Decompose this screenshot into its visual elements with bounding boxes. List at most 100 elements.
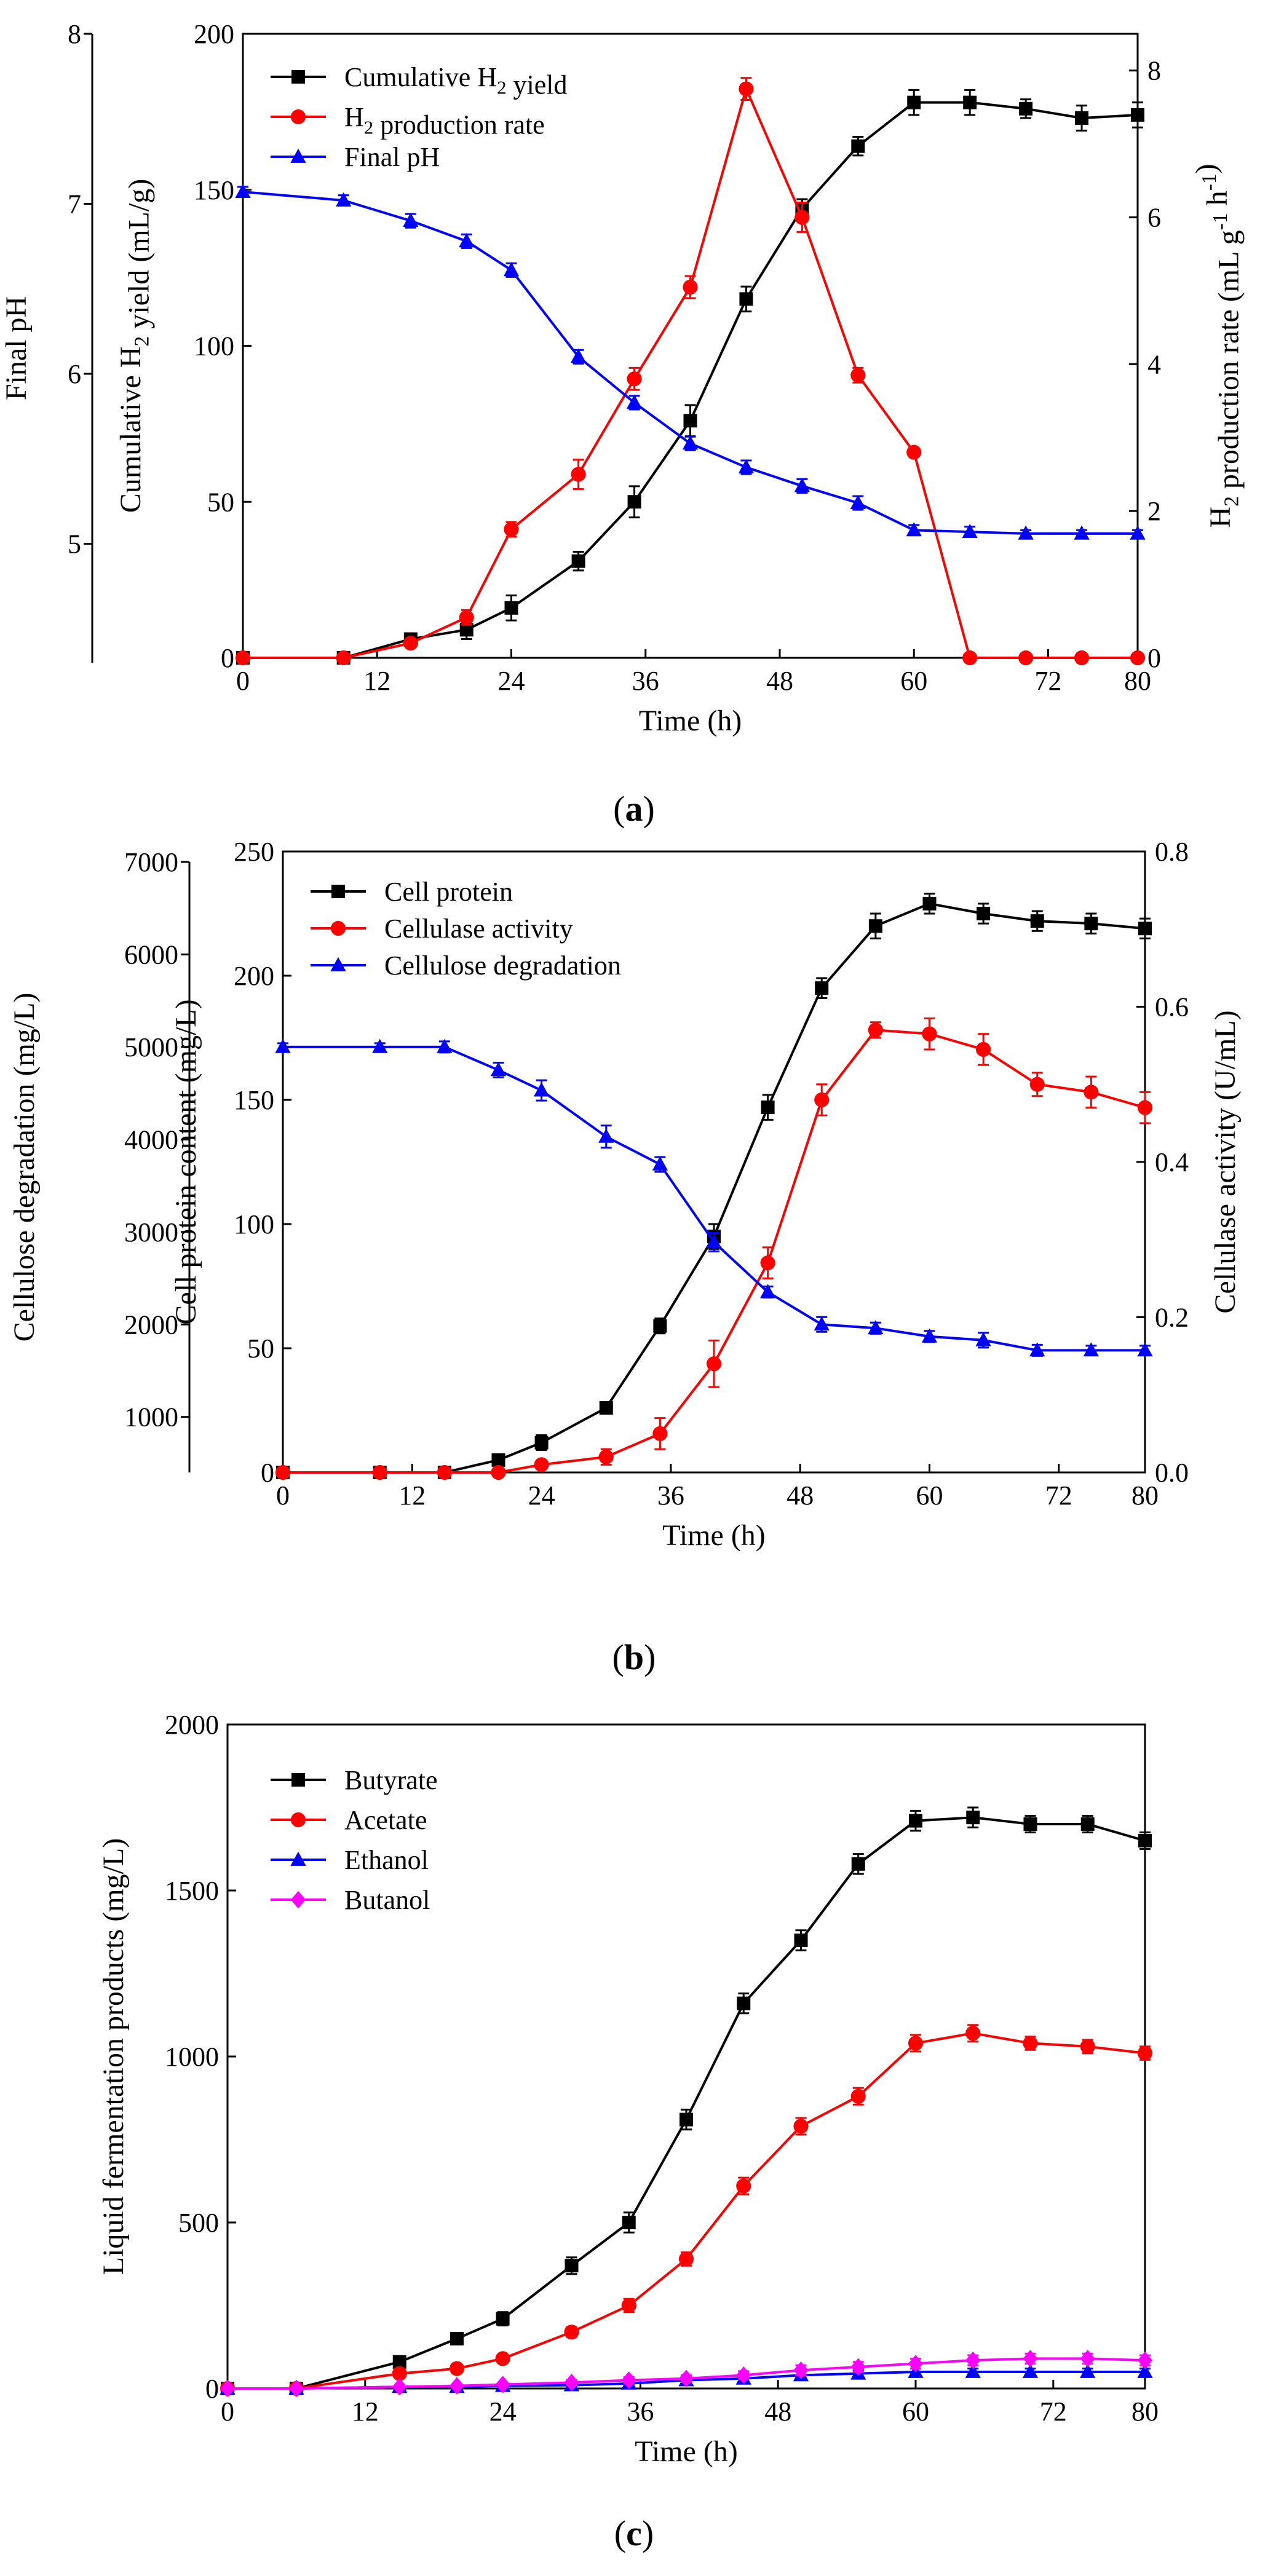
series-acetate [220,2024,1153,2396]
data-point [1029,1077,1045,1092]
outer-tick-label: 7 [68,189,81,219]
left-axis-label: Cumulative H2 yield (mL/g) [114,179,155,513]
panel-label: (b) [612,1637,656,1677]
legend-label: Cell protein [384,877,513,907]
x-tick-label: 60 [902,2396,929,2427]
data-point [627,495,641,509]
data-point [678,2369,694,2388]
x-tick-label: 12 [398,1480,426,1511]
data-point [275,1464,291,1480]
data-point [851,1857,865,1871]
data-point [962,650,978,666]
data-point [570,349,587,363]
x-tick-label: 24 [489,2396,517,2427]
data-point [906,522,922,537]
data-point [683,414,697,428]
data-point [1022,2363,1039,2378]
data-point [908,2036,924,2051]
x-tick-label: 24 [498,666,525,696]
panel-label: (c) [614,2513,654,2553]
outer-tick-label: 6 [68,359,81,389]
legend-marker [291,70,305,84]
outer-tick-label: 8 [68,19,81,49]
left-tick-label: 0 [221,643,234,673]
data-point [235,183,251,199]
data-point [850,494,866,510]
data-point [504,521,519,537]
left-tick-label: 50 [247,1333,274,1364]
x-axis-label: Time (h) [639,705,742,737]
data-point [1138,922,1152,936]
data-point [909,1814,922,1828]
data-point [627,371,642,387]
left-tick-label: 200 [234,961,274,991]
series-h2-production-rate [235,77,1146,666]
series-final-ph [235,183,1146,540]
data-point [966,1811,980,1825]
x-tick-label: 12 [363,666,390,696]
x-tick-label: 48 [764,2396,791,2427]
data-point [449,2361,465,2376]
data-point [1137,2045,1153,2061]
right-tick-label: 0.2 [1155,1303,1189,1333]
series-butyrate [221,1806,1152,2395]
series-line [283,1029,1146,1474]
data-point [850,2358,866,2376]
data-point [736,2366,751,2384]
data-point [706,1234,722,1249]
right-tick-label: 0.0 [1155,1458,1189,1488]
data-point [794,478,810,492]
legend-label: Cumulative H2 yield [344,62,567,100]
legend-marker [290,1891,306,1909]
x-tick-label: 0 [236,666,250,696]
series-cell-protein [276,893,1152,1479]
outer-tick-label: 6000 [124,939,178,970]
legend-marker [291,1773,305,1787]
data-point [392,2355,406,2369]
data-point [794,210,810,225]
x-tick-label: 80 [1131,2396,1159,2427]
data-point [449,2377,465,2395]
legend-marker [290,109,306,125]
data-point [908,2355,924,2373]
right-tick-label: 2 [1147,496,1161,526]
left-tick-label: 150 [194,175,234,205]
legend-label: Butanol [344,1885,430,1915]
data-point [793,2361,809,2379]
data-point [495,2351,510,2366]
data-point [815,981,829,995]
data-point [868,1022,883,1038]
outer-axis-label: Final pH [0,296,33,400]
legend-marker [290,1812,306,1828]
x-axis-label: Time (h) [662,1519,766,1552]
data-point [682,435,699,450]
outer-tick-label: 2000 [124,1310,178,1340]
left-tick-label: 250 [234,837,274,867]
y-tick-label: 2000 [165,1710,219,1740]
data-point [976,1041,991,1057]
data-point [851,139,865,153]
data-point [1023,2036,1038,2051]
data-point [1083,1342,1100,1357]
legend-label: Ethanol [344,1845,429,1875]
data-point [975,1332,991,1346]
series-line [283,1045,1145,1352]
data-point [868,1320,884,1335]
legend-label: Final pH [344,142,440,172]
data-point [683,279,698,295]
data-point [706,1356,722,1372]
data-point [652,1426,668,1441]
x-tick-label: 48 [787,1480,814,1511]
left-tick-label: 200 [194,19,234,49]
data-point [678,2251,694,2267]
data-point [1137,2363,1153,2378]
data-point [372,1464,387,1480]
series-line [228,2357,1146,2390]
series-line [283,902,1146,1474]
x-tick-label: 60 [900,666,927,696]
series-cellulose-degradation [275,1038,1153,1357]
data-point [736,2178,751,2194]
right-tick-label: 6 [1147,203,1161,233]
